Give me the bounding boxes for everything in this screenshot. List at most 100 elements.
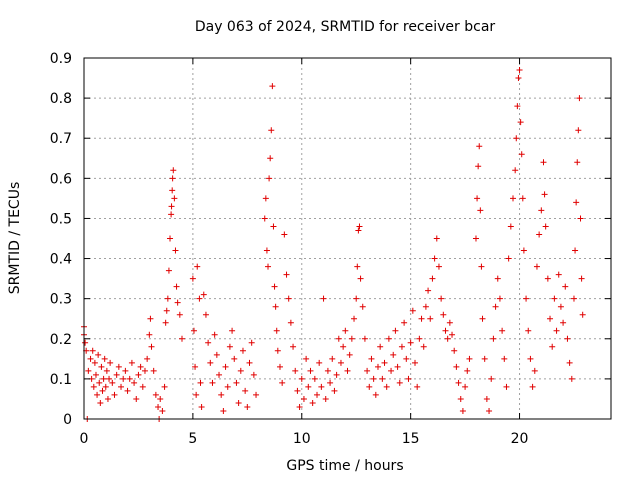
data-point <box>274 347 281 354</box>
data-point <box>170 167 177 174</box>
y-tick-label: 0.7 <box>50 131 72 147</box>
data-point <box>198 403 205 410</box>
data-point <box>276 363 283 370</box>
data-point <box>213 351 220 358</box>
data-point <box>120 375 127 382</box>
data-point <box>366 383 373 390</box>
data-point <box>457 395 464 402</box>
data-point <box>266 175 273 182</box>
data-point <box>333 371 340 378</box>
data-point <box>451 347 458 354</box>
data-point <box>396 379 403 386</box>
data-point <box>383 383 390 390</box>
data-point <box>311 375 318 382</box>
data-point <box>159 407 166 414</box>
data-point <box>390 351 397 358</box>
data-point <box>285 295 292 302</box>
data-point <box>246 359 253 366</box>
data-point <box>505 255 512 262</box>
data-point <box>200 291 207 298</box>
data-point <box>233 379 240 386</box>
data-point <box>527 355 534 362</box>
plot-frame <box>83 57 612 420</box>
axes: 0 0.1 0.2 0.3 0.4 0.5 0.6 0.7 0.8 0.9 0 5 10 15 20 <box>50 51 611 447</box>
data-point <box>351 315 358 322</box>
data-point <box>169 187 176 194</box>
data-point <box>92 371 99 378</box>
data-point <box>486 407 493 414</box>
data-point <box>576 95 583 102</box>
data-point <box>420 343 427 350</box>
data-point <box>309 399 316 406</box>
data-point <box>381 359 388 366</box>
data-point <box>290 343 297 350</box>
data-point <box>131 379 138 386</box>
data-point <box>513 135 520 142</box>
data-point <box>431 255 438 262</box>
data-point <box>541 191 548 198</box>
data-point <box>178 335 185 342</box>
data-point <box>98 363 105 370</box>
data-point <box>368 355 375 362</box>
data-point <box>346 351 353 358</box>
data-point <box>124 387 131 394</box>
data-point <box>87 355 94 362</box>
data-point <box>85 367 92 374</box>
data-point <box>189 275 196 282</box>
data-points <box>81 67 586 422</box>
x-tick-label: 15 <box>402 431 420 447</box>
data-point <box>418 315 425 322</box>
data-point <box>113 371 120 378</box>
data-point <box>220 407 227 414</box>
data-point <box>222 363 229 370</box>
data-point <box>244 403 251 410</box>
data-point <box>490 335 497 342</box>
data-point <box>540 159 547 166</box>
data-point <box>459 407 466 414</box>
data-point <box>512 167 519 174</box>
data-point <box>392 327 399 334</box>
data-point <box>271 283 278 290</box>
data-point <box>570 295 577 302</box>
data-point <box>174 299 181 306</box>
data-point <box>379 375 386 382</box>
data-point <box>157 395 164 402</box>
data-point <box>307 367 314 374</box>
data-point <box>488 375 495 382</box>
data-point <box>433 235 440 242</box>
data-point <box>324 367 331 374</box>
data-point <box>427 315 434 322</box>
data-point <box>292 367 299 374</box>
data-point <box>172 247 179 254</box>
data-point <box>440 311 447 318</box>
chart-title: Day 063 of 2024, SRMTID for receiver bca… <box>195 19 496 35</box>
data-point <box>353 295 360 302</box>
data-point <box>237 367 244 374</box>
data-point <box>562 283 569 290</box>
data-point <box>494 275 501 282</box>
data-point <box>97 399 104 406</box>
data-point <box>118 383 125 390</box>
data-point <box>141 367 148 374</box>
data-point <box>303 355 310 362</box>
data-point <box>168 211 175 218</box>
data-point <box>139 383 146 390</box>
data-point <box>560 319 567 326</box>
data-point <box>209 379 216 386</box>
data-point <box>314 391 321 398</box>
data-point <box>269 83 276 90</box>
data-point <box>483 395 490 402</box>
data-point <box>305 383 312 390</box>
data-point <box>150 367 157 374</box>
y-tick-label: 0.2 <box>50 332 72 348</box>
data-point <box>405 375 412 382</box>
data-point <box>168 203 175 210</box>
data-point <box>442 327 449 334</box>
data-point <box>235 399 242 406</box>
data-point <box>96 379 103 386</box>
data-point <box>202 311 209 318</box>
data-point <box>294 387 301 394</box>
data-point <box>205 339 212 346</box>
data-point <box>207 359 214 366</box>
